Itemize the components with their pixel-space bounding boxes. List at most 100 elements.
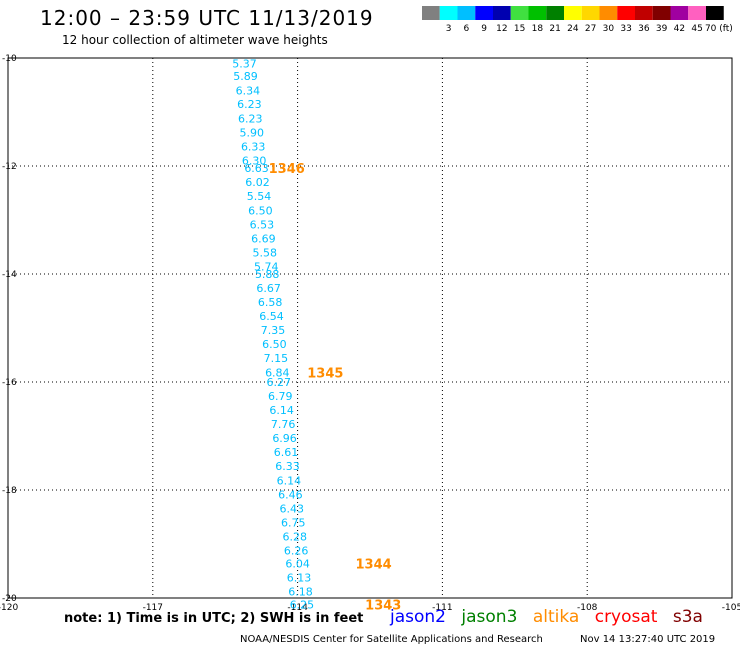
pass-number-label: 1346 <box>269 162 305 177</box>
wave-height-value: 6.50 <box>248 204 273 217</box>
legend-label: 70 (ft) <box>705 24 733 34</box>
wave-height-value: 7.35 <box>261 324 286 337</box>
legend-swatch <box>422 6 440 20</box>
legend-label: 33 <box>620 24 631 34</box>
legend-swatch <box>581 6 600 20</box>
wave-height-value: 6.02 <box>245 176 270 189</box>
wave-height-value: 6.43 <box>280 502 305 515</box>
pass-number-label: 1343 <box>365 598 401 612</box>
x-tick-label: -108 <box>577 603 598 612</box>
credit-text: NOAA/NESDIS Center for Satellite Applica… <box>240 634 543 645</box>
color-legend: 3 6 9 12 15 18 21 24 27 30 33 36 39 42 45 70 (ft) <box>422 6 733 34</box>
wave-height-value: 6.67 <box>256 282 281 295</box>
satellite-altika: altika <box>532 607 580 627</box>
legend-swatch <box>652 6 671 20</box>
wave-height-value: 6.79 <box>268 390 293 403</box>
wave-height-value: 6.04 <box>285 557 310 570</box>
legend-swatch <box>688 6 706 20</box>
legend-swatch <box>510 6 529 20</box>
legend-swatch <box>457 6 476 20</box>
wave-height-value: 6.33 <box>241 141 266 154</box>
x-tick-label: -105 <box>722 603 740 612</box>
legend-label: 30 <box>603 24 615 34</box>
x-tick-label: -111 <box>432 603 452 612</box>
legend-label: 6 <box>464 24 470 34</box>
y-tick-label: -16 <box>2 378 17 388</box>
chart-title: 12:00 – 23:59 UTC 11/13/2019 <box>40 6 374 30</box>
wave-height-value: 6.33 <box>275 460 300 473</box>
legend-swatch <box>706 6 724 20</box>
note-text: note: 1) Time is in UTC; 2) SWH is in fe… <box>64 611 364 626</box>
legend-label: 9 <box>481 24 487 34</box>
wave-height-value: 6.63 <box>244 162 269 175</box>
wave-height-value: 5.90 <box>239 127 264 140</box>
wave-height-value: 6.25 <box>290 598 315 611</box>
wave-height-plot: -120 -117 -114 -111 -108 -105 -10 -12 -14 -16 -18 -… <box>0 54 740 612</box>
wave-height-value: 6.26 <box>284 544 309 557</box>
wave-height-value: 6.75 <box>281 516 306 529</box>
legend-label: 3 <box>446 24 452 34</box>
wave-height-value: 5.54 <box>247 190 272 203</box>
wave-height-value: 6.23 <box>237 98 262 111</box>
x-tick-label: -114 <box>287 603 308 612</box>
y-tick-label: -20 <box>2 594 17 604</box>
wave-height-value: 5.37 <box>232 57 257 70</box>
timestamp-text: Nov 14 13:27:40 UTC 2019 <box>580 634 716 645</box>
y-tick-label: -10 <box>2 54 17 64</box>
satellite-cryosat: cryosat <box>594 607 658 627</box>
wave-height-value: 7.15 <box>264 352 289 365</box>
legend-label: 39 <box>656 24 668 34</box>
wave-height-value: 6.50 <box>262 338 287 351</box>
legend-label: 45 <box>691 24 702 34</box>
satellite-jason2: jason2 <box>390 607 446 627</box>
wave-height-value: 5.58 <box>253 246 278 259</box>
wave-height-value: 6.34 <box>236 84 261 97</box>
legend-label: 18 <box>532 24 544 34</box>
legend-swatch <box>564 6 582 20</box>
satellite-legend: jason2 jason3 altika cryosat s3a <box>390 607 713 627</box>
wave-height-value: 6.46 <box>278 488 303 501</box>
wave-height-value: 6.30 <box>242 155 267 168</box>
wave-height-value: 6.23 <box>238 112 263 125</box>
legend-swatch <box>475 6 493 20</box>
wave-height-value: 5.74 <box>254 260 279 273</box>
pass-number-label: 1345 <box>307 366 343 381</box>
wave-height-value: 6.13 <box>287 571 312 584</box>
legend-swatch <box>546 6 564 20</box>
legend-swatch <box>493 6 511 20</box>
wave-height-value: 6.28 <box>282 530 307 543</box>
y-tick-label: -18 <box>2 486 17 496</box>
legend-label: 12 <box>496 24 507 34</box>
wave-height-value: 6.96 <box>272 432 297 445</box>
wave-height-value: 6.58 <box>258 296 283 309</box>
wave-height-value: 6.53 <box>250 218 275 231</box>
legend-label: 36 <box>638 24 650 34</box>
legend-swatch <box>635 6 653 20</box>
legend-swatch <box>599 6 618 20</box>
legend-label: 21 <box>549 24 560 34</box>
wave-height-value: 6.18 <box>288 586 313 599</box>
legend-label: 42 <box>674 24 685 34</box>
wave-height-value: 7.76 <box>271 418 296 431</box>
legend-label: 24 <box>567 24 579 34</box>
satellite-s3a: s3a <box>672 607 703 627</box>
wave-height-value: 6.54 <box>259 310 284 323</box>
legend-label: 27 <box>585 24 596 34</box>
wave-height-value: 5.88 <box>255 268 280 281</box>
pass-number-label: 1344 <box>356 557 392 572</box>
satellite-jason3: jason3 <box>461 607 518 627</box>
y-tick-label: -14 <box>2 270 17 280</box>
x-tick-label: -120 <box>0 603 18 612</box>
legend-swatch <box>617 6 635 20</box>
legend-swatch <box>528 6 547 20</box>
x-tick-label: -117 <box>143 603 163 612</box>
wave-height-value: 5.89 <box>233 70 258 83</box>
wave-height-value: 6.69 <box>251 232 276 245</box>
plot-frame <box>7 57 733 599</box>
wave-height-value: 6.27 <box>267 376 292 389</box>
wave-height-value: 6.84 <box>265 366 290 379</box>
legend-swatch <box>439 6 458 20</box>
legend-swatch <box>670 6 689 20</box>
legend-label: 15 <box>514 24 525 34</box>
chart-subtitle: 12 hour collection of altimeter wave hei… <box>62 33 328 47</box>
